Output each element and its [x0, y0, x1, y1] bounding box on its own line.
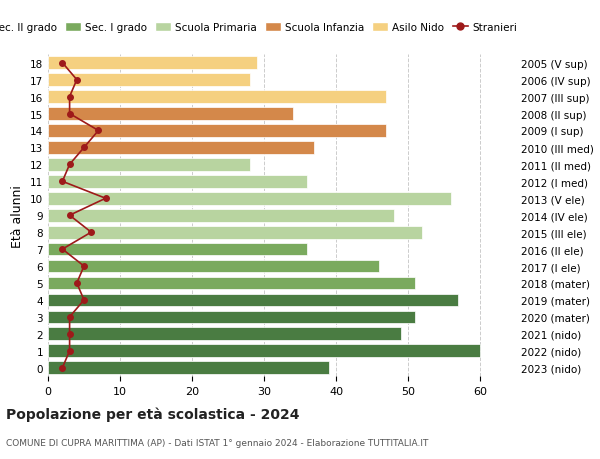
- Text: Popolazione per età scolastica - 2024: Popolazione per età scolastica - 2024: [6, 406, 299, 421]
- Bar: [48, 57, 257, 70]
- Bar: [48, 243, 307, 256]
- Bar: [48, 159, 250, 171]
- Bar: [48, 74, 250, 87]
- Bar: [48, 277, 415, 290]
- Y-axis label: Età alunni: Età alunni: [11, 185, 25, 247]
- Bar: [48, 175, 307, 188]
- Bar: [48, 108, 293, 121]
- Bar: [48, 226, 422, 239]
- Bar: [48, 260, 379, 273]
- Bar: [48, 142, 314, 154]
- Bar: [48, 91, 386, 104]
- Bar: [48, 311, 415, 324]
- Bar: [48, 328, 401, 341]
- Bar: [48, 209, 394, 222]
- Bar: [48, 125, 386, 138]
- Bar: [48, 294, 458, 307]
- Bar: [48, 192, 451, 205]
- Bar: [48, 345, 480, 358]
- Legend: Sec. II grado, Sec. I grado, Scuola Primaria, Scuola Infanzia, Asilo Nido, Stran: Sec. II grado, Sec. I grado, Scuola Prim…: [0, 18, 521, 37]
- Bar: [48, 362, 329, 374]
- Text: COMUNE DI CUPRA MARITTIMA (AP) - Dati ISTAT 1° gennaio 2024 - Elaborazione TUTTI: COMUNE DI CUPRA MARITTIMA (AP) - Dati IS…: [6, 438, 428, 447]
